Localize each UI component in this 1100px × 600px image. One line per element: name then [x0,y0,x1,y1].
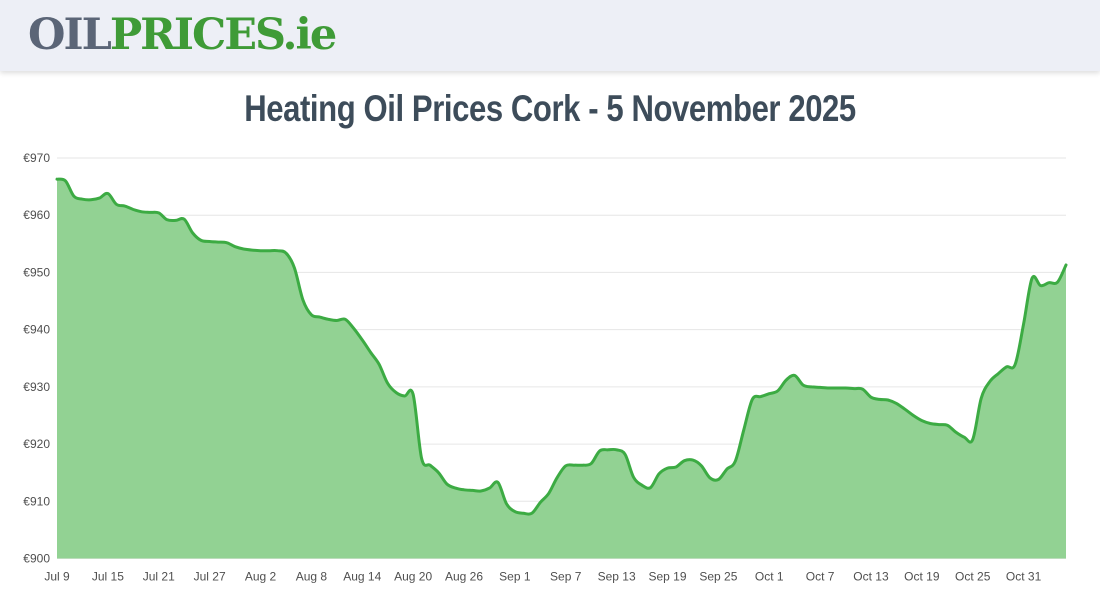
x-axis-label-Jul-27: Jul 27 [194,570,226,584]
y-axis-label-920: €920 [23,437,50,451]
y-axis-label-960: €960 [23,208,50,222]
x-axis-label-Oct-7: Oct 7 [806,570,835,584]
price-line[interactable] [55,177,1068,516]
x-axis-label-Oct-19: Oct 19 [904,570,940,584]
site-header: OILPRICES.ie [0,0,1100,71]
x-axis-label-Oct-1: Oct 1 [755,570,784,584]
x-axis-label-Sep-1: Sep 1 [499,570,531,584]
y-axis-label-930: €930 [23,380,50,394]
x-axis-label-Oct-13: Oct 13 [853,570,889,584]
logo-text-oil: OIL [28,10,112,60]
y-axis-label-900: €900 [23,552,50,566]
page-title: Heating Oil Prices Cork - 5 November 202… [244,88,856,129]
x-axis-label-Oct-25: Oct 25 [955,570,991,584]
price-chart-svg: €900 €910 €920 €930 €940 €950 €960 €970 Jul 9 Jul… [23,151,1068,584]
x-axis-label-Aug-2: Aug 2 [245,570,277,584]
x-axis-label-Oct-31: Oct 31 [1006,570,1042,584]
site-logo[interactable]: OILPRICES.ie [28,14,337,57]
x-axis-label-Sep-7: Sep 7 [550,570,582,584]
x-axis-label-Jul-15: Jul 15 [92,570,124,584]
x-axis-label-Aug-14: Aug 14 [343,570,381,584]
y-axis-label-940: €940 [23,323,50,337]
x-axis-label-Sep-25: Sep 25 [699,570,737,584]
x-axis-label-Aug-26: Aug 26 [445,570,483,584]
logo-text-ie: .ie [282,10,338,60]
price-area[interactable] [57,179,1066,559]
y-axis-label-970: €970 [23,151,50,165]
x-axis-label-Aug-20: Aug 20 [394,570,432,584]
y-axis-label-950: €950 [23,265,50,279]
y-axis-label-910: €910 [23,494,50,508]
logo-text-prices: PRICES [109,10,285,60]
x-axis-label-Aug-8: Aug 8 [296,570,328,584]
x-axis-label-Sep-13: Sep 13 [598,570,636,584]
title-area: Heating Oil Prices Cork - 5 November 202… [0,88,1100,134]
x-axis-label-Jul-21: Jul 21 [143,570,175,584]
x-axis-label-Jul-9: Jul 9 [44,570,70,584]
x-axis-label-Sep-19: Sep 19 [648,570,686,584]
price-chart: €900 €910 €920 €930 €940 €950 €960 €970 Jul 9 Jul… [0,136,1100,600]
